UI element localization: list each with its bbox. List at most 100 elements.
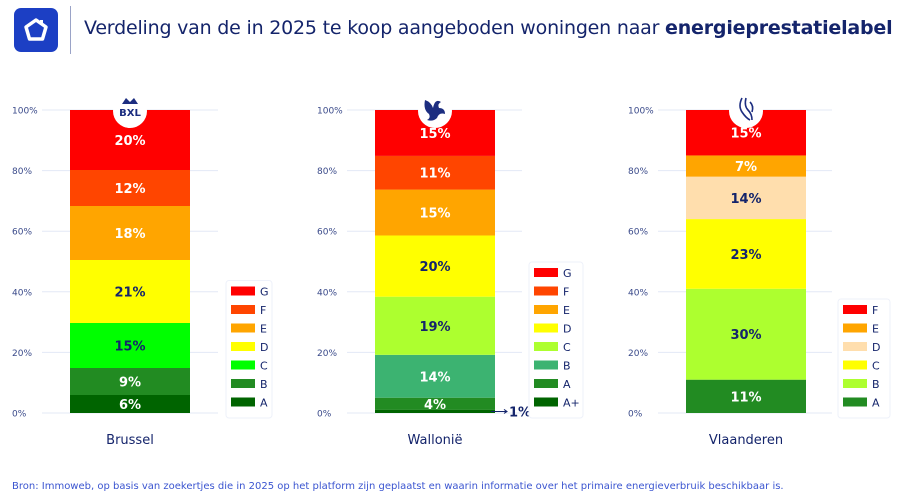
data-label: 4% [424,398,446,413]
bar-segment-C [70,323,190,368]
chart-panel-vlaanderen: 0% 20% 40% 60% 80% 100% 11% 30% 23% 14% 7% 15% Vlaan… [628,94,891,448]
data-label: 15% [419,207,450,222]
y-tick-label: 20% [628,349,648,359]
legend-swatch-F [534,286,558,296]
rooster-icon [424,100,445,121]
bar-segment-E [686,155,806,177]
y-tick-label: 40% [628,288,648,298]
legend-swatch-C [231,360,255,370]
callout-arrow [491,409,508,414]
legend-swatch-D [231,342,255,351]
data-label: 30% [730,328,761,343]
lion-icon [739,97,754,121]
legend-swatch-E [231,323,255,333]
data-label: 7% [735,160,757,175]
region-emblem-lion-emblem [729,94,763,128]
legend-label: F [260,304,266,317]
legend-label: A+ [563,397,580,410]
y-tick-label: 20% [12,349,32,359]
legend-label: G [260,286,269,299]
data-label: 1% [509,405,531,420]
bar-segment-D [70,260,190,323]
legend-swatch-E [843,323,867,333]
bar-segment-A [686,379,806,413]
y-tick-label: 80% [317,167,337,177]
y-tick-label: 40% [317,288,337,298]
bar-segment-C [375,296,495,355]
page-title: Verdeling van de in 2025 te koop aangebo… [84,17,893,39]
legend-label: E [260,323,267,336]
legend-swatch-G [534,268,558,277]
bar-segment-F [375,155,495,190]
legend-label: A [563,378,571,391]
y-tick-label: 0% [12,410,27,420]
title-text: Verdeling van de in 2025 te koop aangebo… [84,17,666,39]
data-label: 9% [119,376,141,391]
data-label: 20% [419,260,450,275]
legend-label: C [872,360,880,373]
legend-label: D [872,341,880,354]
bar-segment-F [70,170,190,206]
data-label: 19% [419,320,450,335]
data-label: 18% [114,227,145,242]
legend-label: B [563,360,571,373]
legend-swatch-F [231,305,255,314]
legend-label: E [563,304,570,317]
legend-swatch-B [231,379,255,388]
legend-label: F [563,286,569,299]
bar-segment-D [686,176,806,220]
legend-label: C [563,341,571,354]
legend-swatch-G [231,286,255,296]
legend-swatch-F [843,305,867,314]
bar-segment-E [70,206,190,260]
data-label: 11% [730,390,761,405]
legend-swatch-D [534,323,558,333]
y-tick-label: 100% [12,107,38,117]
bird-icon [122,98,138,104]
house-icon [14,8,58,52]
legend-swatch-C [843,360,867,370]
bar-segment-B [686,288,806,380]
y-tick-label: 0% [317,410,332,420]
legend-swatch-A [534,379,558,388]
bar-segment-B [70,368,190,395]
legend-label: D [563,323,571,336]
bar-segment-A+ [375,409,495,413]
y-tick-label: 80% [628,167,648,177]
region-emblem-BXL [113,94,147,128]
data-label: 14% [419,370,450,385]
legend-label: G [563,267,572,280]
y-tick-label: 20% [317,349,337,359]
data-label: 15% [114,340,145,355]
legend-swatch-A+ [534,397,558,407]
legend-label: E [872,323,879,336]
y-tick-label: 100% [628,107,654,117]
data-label: 14% [730,192,761,207]
emblem-text: BXL [119,108,141,119]
bar-segment-D [375,235,495,297]
legend-label: F [872,304,878,317]
y-tick-label: 40% [12,288,32,298]
title-bold-text: energieprestatielabel [665,17,893,39]
region-label: Vlaanderen [709,433,783,448]
legend-label: A [872,397,880,410]
legend-swatch-B [843,379,867,388]
data-label: 11% [419,167,450,182]
legend-swatch-B [534,360,558,370]
bar-segment-B [375,354,495,398]
legend-label: B [260,378,268,391]
data-label: 20% [114,134,145,149]
legend-swatch-D [843,342,867,351]
data-label: 15% [730,127,761,142]
legend-label: A [260,397,268,410]
legend-swatch-C [534,342,558,351]
y-tick-label: 100% [317,107,343,117]
legend-label: C [260,360,268,373]
bar-segment-E [375,189,495,236]
data-label: 21% [114,286,145,301]
y-tick-label: 80% [12,167,32,177]
legend-label: B [872,378,880,391]
legend [528,261,584,419]
